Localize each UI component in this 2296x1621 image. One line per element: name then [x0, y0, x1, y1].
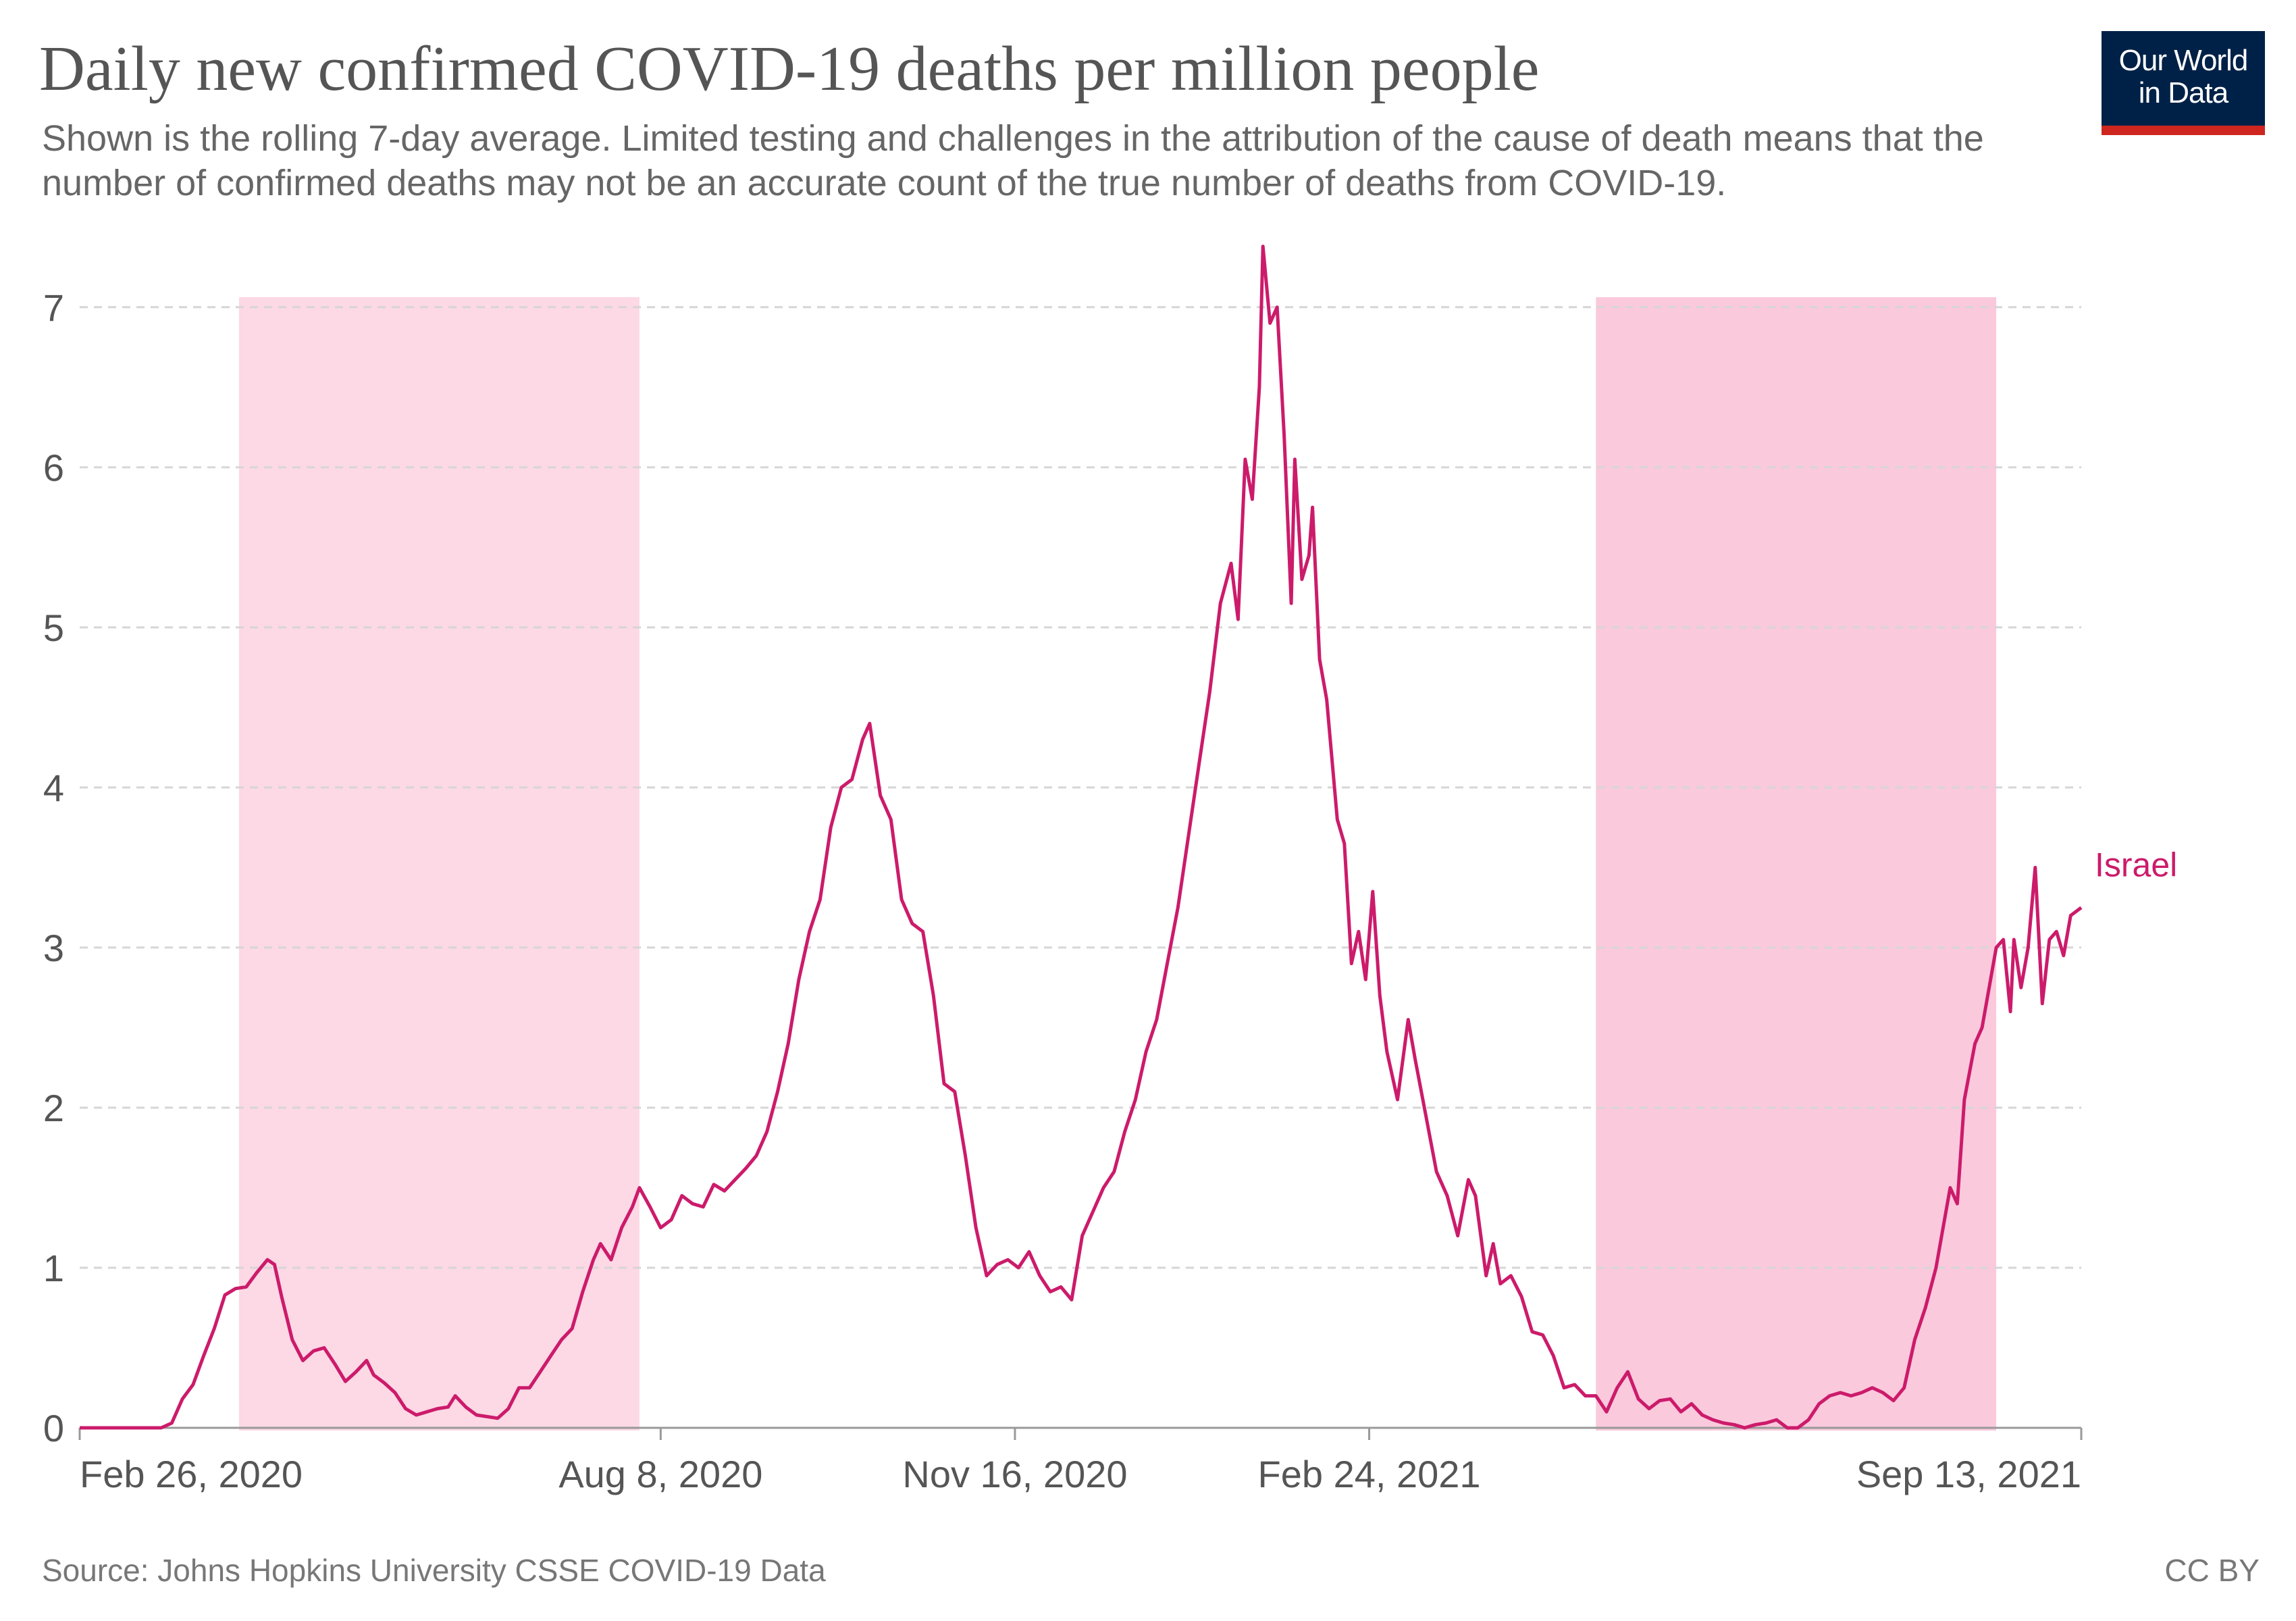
logo-accent-bar: [2102, 126, 2265, 135]
license-link[interactable]: CC BY: [2164, 1553, 2260, 1588]
y-tick-label: 5: [43, 607, 64, 649]
y-tick-label: 2: [43, 1087, 64, 1129]
x-tick-label: Feb 26, 2020: [80, 1453, 303, 1495]
x-axis: Feb 26, 2020 Aug 8, 2020 Nov 16, 2020 Feb 2…: [78, 1426, 2083, 1495]
x-tick-label: Aug 8, 2020: [558, 1453, 762, 1495]
y-tick-label: 0: [43, 1407, 64, 1449]
y-tick-label: 4: [43, 767, 64, 809]
series-label-israel[interactable]: Israel: [2095, 846, 2177, 884]
source-note: Source: Johns Hopkins University CSSE CO…: [42, 1553, 826, 1588]
y-tick-label: 3: [43, 927, 64, 969]
chart-title: Daily new confirmed COVID-19 deaths per …: [39, 34, 1540, 104]
highlight-band-2: [1596, 297, 1997, 1431]
gridlines: [80, 306, 2081, 1269]
owid-logo[interactable]: Our World in Data: [2102, 31, 2265, 135]
y-tick-label: 7: [43, 286, 64, 329]
series-line-israel[interactable]: [80, 245, 2083, 1430]
chart-subtitle: Shown is the rolling 7-day average. Limi…: [42, 118, 1984, 203]
y-tick-label: 6: [43, 446, 64, 489]
highlight-band-1: [239, 297, 640, 1431]
x-tick-label: Feb 24, 2021: [1258, 1453, 1481, 1495]
highlight-bands: [239, 297, 1997, 1431]
x-tick-label: Sep 13, 2021: [1856, 1453, 2081, 1495]
series-layer: Israel: [80, 245, 2177, 1430]
y-tick-label: 1: [43, 1247, 64, 1289]
x-tick-label: Nov 16, 2020: [902, 1453, 1127, 1495]
logo-text: Our World in Data: [2118, 44, 2249, 109]
y-axis-ticks: 0 1 2 3 4 5 6 7: [43, 286, 64, 1449]
